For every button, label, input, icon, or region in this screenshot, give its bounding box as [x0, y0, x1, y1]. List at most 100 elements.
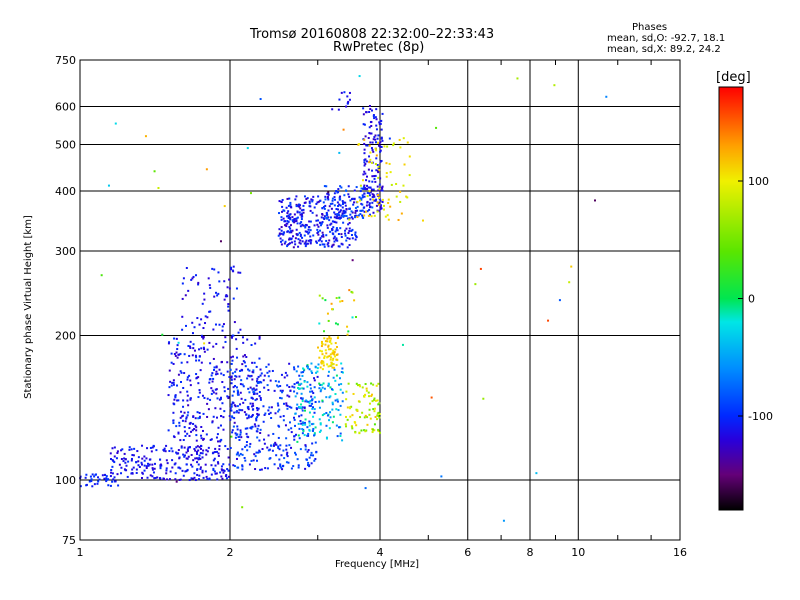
colorbar-slice: [719, 246, 743, 248]
data-point: [262, 420, 265, 423]
data-point: [230, 266, 233, 269]
data-point: [354, 209, 357, 212]
data-point: [330, 207, 333, 210]
colorbar-slice: [719, 120, 743, 122]
data-point: [368, 132, 371, 135]
data-point: [288, 242, 291, 245]
data-point: [227, 387, 230, 390]
data-point: [392, 144, 395, 147]
colorbar-slice: [719, 134, 743, 136]
data-point: [290, 446, 293, 449]
data-point: [371, 431, 374, 434]
colorbar-slice: [719, 491, 743, 493]
data-point: [282, 415, 285, 418]
data-point: [220, 372, 223, 375]
data-point: [272, 432, 275, 435]
data-point: [382, 208, 385, 211]
data-point: [222, 428, 225, 431]
data-point: [366, 200, 369, 203]
data-point: [215, 342, 218, 345]
data-point: [268, 457, 271, 460]
data-point: [328, 239, 331, 242]
data-point: [293, 218, 296, 221]
data-point: [140, 463, 143, 466]
colorbar-slice: [719, 192, 743, 194]
data-point: [240, 436, 243, 439]
data-point: [387, 201, 390, 204]
colorbar-slice: [719, 395, 743, 397]
data-point: [338, 245, 341, 248]
data-point: [141, 457, 144, 460]
data-point: [327, 242, 330, 245]
data-point: [309, 242, 312, 245]
colorbar-slice: [719, 334, 743, 336]
data-point: [206, 402, 209, 405]
data-point: [373, 175, 376, 178]
data-point: [274, 443, 277, 446]
colorbar-slice: [719, 188, 743, 190]
colorbar-slice: [719, 345, 743, 347]
data-point: [100, 274, 103, 277]
data-point: [105, 477, 108, 480]
data-point: [322, 235, 325, 238]
data-point: [300, 209, 303, 212]
data-point: [290, 427, 293, 430]
data-point: [254, 399, 257, 402]
data-point: [354, 431, 357, 434]
data-point: [331, 108, 334, 111]
data-point: [362, 206, 365, 209]
data-point: [307, 239, 310, 242]
colorbar-slice: [719, 317, 743, 319]
data-point: [183, 426, 186, 429]
data-point: [191, 465, 194, 468]
data-point: [233, 421, 236, 424]
data-point: [178, 424, 181, 427]
data-point: [332, 363, 335, 366]
data-point: [312, 406, 315, 409]
data-point: [206, 348, 209, 351]
data-point: [146, 476, 149, 479]
data-point: [360, 187, 363, 190]
data-point: [262, 379, 265, 382]
data-point: [293, 213, 296, 216]
data-point: [243, 361, 246, 364]
data-point: [212, 468, 215, 471]
data-point: [280, 397, 283, 400]
data-point: [339, 209, 342, 212]
data-point: [367, 168, 370, 171]
colorbar-slice: [719, 506, 743, 508]
data-point: [325, 216, 328, 219]
colorbar-slice: [719, 374, 743, 376]
data-point: [282, 449, 285, 452]
colorbar-slice: [719, 216, 743, 218]
data-point: [309, 229, 312, 232]
data-point: [311, 407, 314, 410]
colorbar-slice: [719, 230, 743, 232]
data-point: [361, 209, 364, 212]
data-point: [197, 396, 200, 399]
data-point: [267, 375, 270, 378]
data-point: [297, 245, 300, 248]
colorbar-slice: [719, 272, 743, 274]
data-point: [328, 219, 331, 222]
data-point: [303, 409, 306, 412]
data-point: [247, 374, 250, 377]
data-point: [198, 348, 201, 351]
data-point: [377, 171, 380, 174]
data-point: [179, 352, 182, 355]
data-point: [116, 450, 119, 453]
data-point: [288, 237, 291, 240]
data-point: [174, 472, 177, 475]
colorbar-slice: [719, 494, 743, 496]
data-point: [315, 219, 318, 222]
data-point: [289, 201, 292, 204]
data-point: [535, 472, 538, 475]
data-point: [397, 218, 400, 221]
data-point: [364, 187, 367, 190]
colorbar-slice: [719, 281, 743, 283]
data-point: [311, 402, 314, 405]
colorbar-slice: [719, 472, 743, 474]
data-point: [230, 376, 233, 379]
data-point: [312, 427, 315, 430]
data-point: [327, 198, 330, 201]
